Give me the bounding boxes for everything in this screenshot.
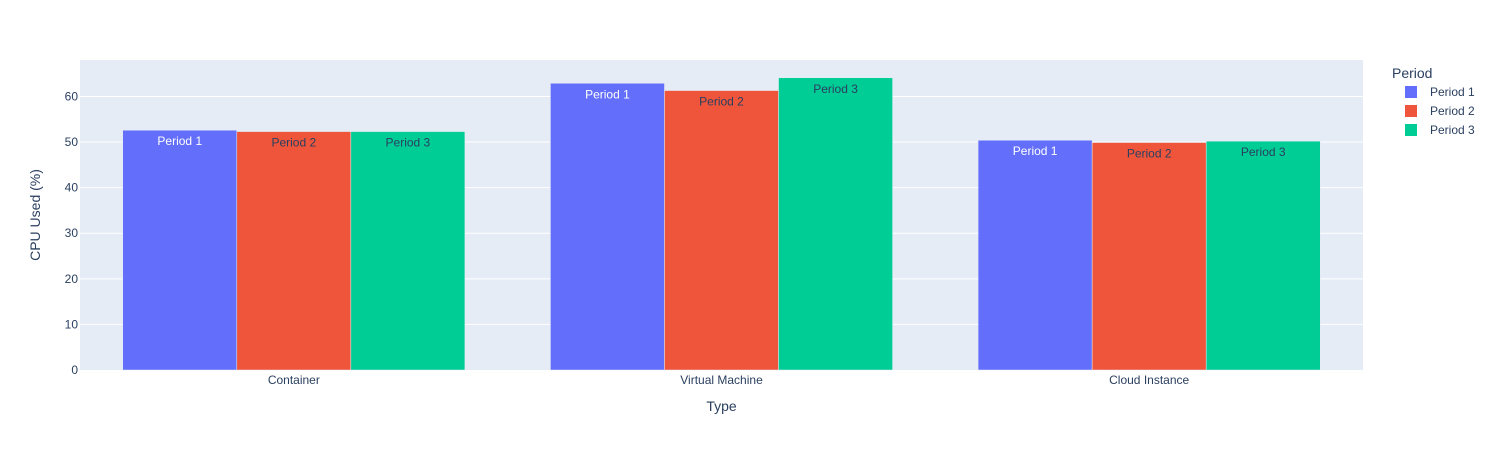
bars: Period 1 Period 2 Period 3 Period 1 Period 2… bbox=[122, 77, 1321, 371]
y-tick-label: 60 bbox=[65, 89, 79, 103]
bar-label: Period 3 bbox=[1241, 145, 1286, 159]
y-tick-label: 40 bbox=[65, 181, 79, 195]
y-tick-label: 30 bbox=[65, 226, 79, 240]
y-tick-label: 0 bbox=[71, 363, 78, 377]
legend-swatch[interactable] bbox=[1405, 86, 1417, 98]
legend-item-label[interactable]: Period 2 bbox=[1430, 104, 1475, 118]
bar-period-1 bbox=[122, 129, 238, 371]
bar-period-2 bbox=[236, 131, 352, 371]
x-tick-label: Virtual Machine bbox=[680, 373, 763, 387]
bar-period-3 bbox=[1205, 140, 1321, 371]
bar-period-1 bbox=[550, 83, 665, 371]
bar-period-2 bbox=[1091, 142, 1207, 371]
bar-label: Period 3 bbox=[386, 136, 431, 150]
x-axis-ticks: Container Virtual Machine Cloud Instance bbox=[268, 373, 1190, 387]
bar-label: Period 2 bbox=[699, 95, 744, 109]
bar-label: Period 1 bbox=[1013, 144, 1058, 158]
legend: Period Period 1 Period 2 Period 3 bbox=[1392, 65, 1475, 137]
bar-label: Period 1 bbox=[157, 134, 202, 148]
y-axis-ticks: 0 10 20 30 40 50 60 bbox=[65, 89, 79, 377]
bar-label: Period 3 bbox=[813, 82, 858, 96]
y-tick-label: 10 bbox=[65, 317, 79, 331]
bar-period-3 bbox=[350, 131, 466, 371]
y-tick-label: 20 bbox=[65, 272, 79, 286]
legend-swatch[interactable] bbox=[1405, 124, 1417, 136]
legend-item-label[interactable]: Period 1 bbox=[1430, 85, 1475, 99]
bar-period-1 bbox=[977, 139, 1093, 371]
bar-period-3 bbox=[778, 77, 893, 371]
legend-swatch[interactable] bbox=[1405, 105, 1417, 117]
y-axis-title: CPU Used (%) bbox=[27, 169, 43, 261]
x-axis-title: Type bbox=[706, 398, 737, 414]
x-tick-label: Cloud Instance bbox=[1109, 373, 1189, 387]
bar-label: Period 1 bbox=[585, 87, 630, 101]
bar-period-2 bbox=[664, 90, 779, 371]
bar-label: Period 2 bbox=[1127, 147, 1172, 161]
x-tick-label: Container bbox=[268, 373, 320, 387]
legend-item-label[interactable]: Period 3 bbox=[1430, 123, 1475, 137]
bar-label: Period 2 bbox=[271, 136, 316, 150]
y-tick-label: 50 bbox=[65, 135, 79, 149]
legend-title: Period bbox=[1392, 65, 1432, 81]
